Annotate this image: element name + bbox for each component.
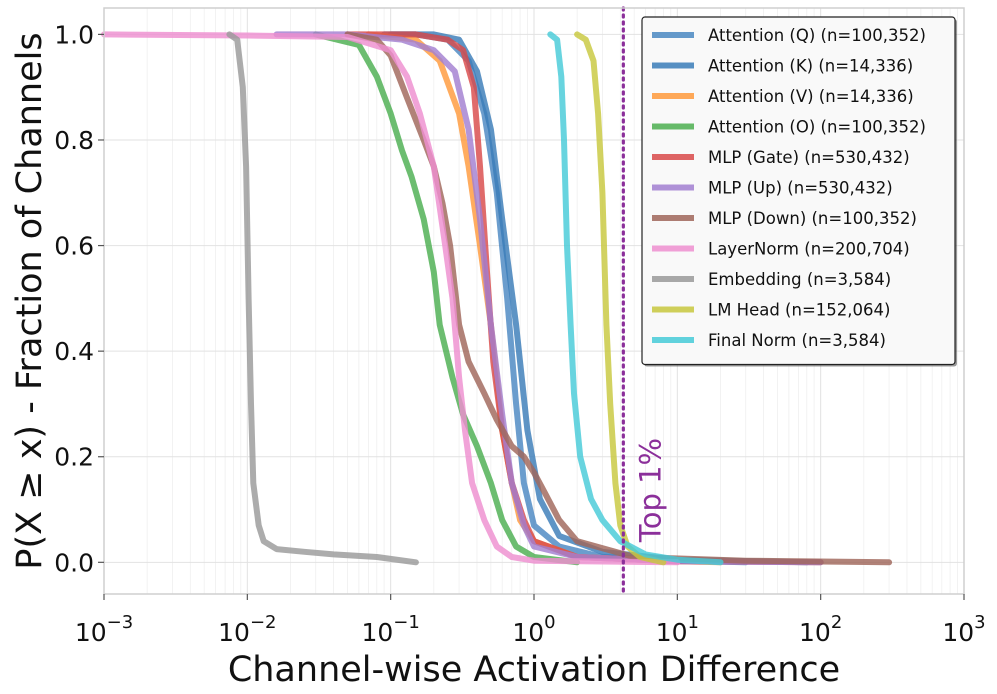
series-layer xyxy=(101,31,893,566)
x-tick-label: 101 xyxy=(656,612,699,647)
y-tick-label: 0.6 xyxy=(54,232,94,261)
reference-line-label: Top 1% xyxy=(633,438,667,543)
x-tick-label: 10−1 xyxy=(361,612,419,647)
series-line xyxy=(312,31,581,566)
series-line xyxy=(344,31,893,566)
legend: Attention (Q) (n=100,352) Attention (K) (… xyxy=(641,16,957,367)
legend-label: MLP (Down) (n=100,352) xyxy=(708,209,917,228)
y-tick-label: 0.8 xyxy=(54,126,94,155)
legend-label: MLP (Up) (n=530,432) xyxy=(708,179,893,198)
reference-line-layer: Top 1% xyxy=(621,6,667,596)
x-tick-label: 10−3 xyxy=(75,612,133,647)
series-line xyxy=(273,31,824,566)
x-axis-ticks: 10−3 10−2 10−1 100 101 102 103 xyxy=(75,594,986,647)
legend-label: Attention (O) (n=100,352) xyxy=(708,118,926,137)
x-tick-label: 10−2 xyxy=(218,612,276,647)
legend-label: LM Head (n=152,064) xyxy=(708,301,890,320)
legend-label: Embedding (n=3,584) xyxy=(708,270,891,289)
x-axis-label: Channel-wise Activation Difference xyxy=(228,650,840,690)
series-line xyxy=(387,31,810,566)
legend-label: LayerNorm (n=200,704) xyxy=(708,240,910,259)
y-tick-label: 1.0 xyxy=(54,20,94,49)
series-line xyxy=(547,31,724,566)
y-tick-label: 0.4 xyxy=(54,337,94,366)
series-line xyxy=(226,31,419,566)
x-tick-label: 100 xyxy=(512,612,555,647)
y-axis-label: P(X ≥ x) - Fraction of Channels xyxy=(10,32,50,569)
legend-box xyxy=(641,16,956,366)
legend-label: Attention (K) (n=14,336) xyxy=(708,57,913,76)
x-tick-label: 102 xyxy=(799,612,842,647)
legend-label: Final Norm (n=3,584) xyxy=(708,331,886,350)
y-axis-ticks: 0.0 0.2 0.4 0.6 0.8 1.0 xyxy=(54,20,104,577)
legend-label: Attention (Q) (n=100,352) xyxy=(708,26,926,45)
y-tick-label: 0.2 xyxy=(54,443,94,472)
legend-label: MLP (Gate) (n=530,432) xyxy=(708,148,910,167)
x-tick-label: 103 xyxy=(942,612,985,647)
y-tick-label: 0.0 xyxy=(54,548,94,577)
series-line xyxy=(101,31,681,566)
legend-label: Attention (V) (n=14,336) xyxy=(708,87,914,106)
